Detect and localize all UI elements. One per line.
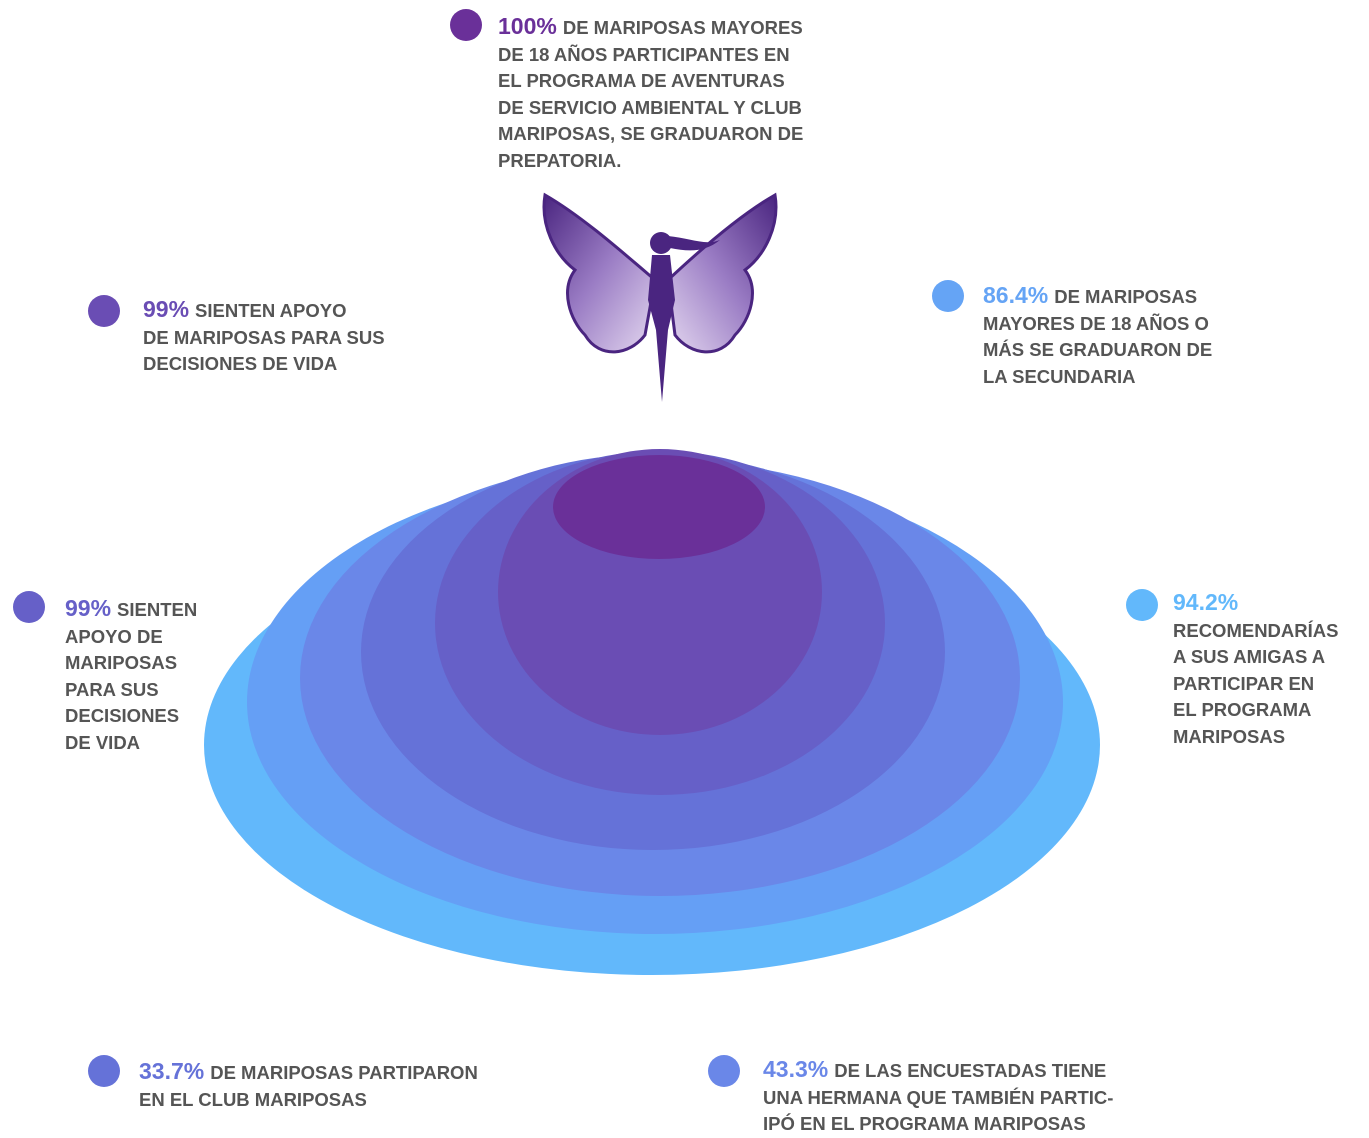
stat-line: 99% SIENTEN APOYO — [143, 296, 385, 325]
stat-line: DE 18 AÑOS PARTICIPANTES EN — [498, 42, 803, 69]
stat-text: DE MARIPOSAS PARA SUS — [143, 327, 385, 348]
stat-line: IPÓ EN EL PROGRAMA MARIPOSAS — [763, 1111, 1113, 1138]
stat-line: PREPATORIA. — [498, 148, 803, 175]
stat-line: MÁS SE GRADUARON DE — [983, 337, 1212, 364]
stat-text: RECOMENDARÍAS — [1173, 620, 1338, 641]
stat-value: 86.4% — [983, 282, 1048, 308]
stat-text: APOYO DE — [65, 626, 163, 647]
dot — [450, 9, 482, 41]
stat-line: DE VIDA — [65, 730, 197, 757]
stat-text: DECISIONES — [65, 705, 179, 726]
stat-text: LA SECUNDARIA — [983, 366, 1135, 387]
stat-line: LA SECUNDARIA — [983, 364, 1212, 391]
stat-line: EN EL CLUB MARIPOSAS — [139, 1087, 478, 1114]
stat-line: MARIPOSAS — [1173, 724, 1338, 751]
stat-text: EL PROGRAMA DE AVENTURAS — [498, 70, 785, 91]
stat-line: PARA SUS — [65, 677, 197, 704]
stat-value: 99% — [65, 595, 111, 621]
stat-line: RECOMENDARÍAS — [1173, 618, 1338, 645]
stat-text: IPÓ EN EL PROGRAMA MARIPOSAS — [763, 1113, 1086, 1134]
stat-text: MARIPOSAS, SE GRADUARON DE — [498, 123, 803, 144]
stat-value: 43.3% — [763, 1056, 828, 1082]
stat-text: EN EL CLUB MARIPOSAS — [139, 1089, 367, 1110]
stat-line: 100% DE MARIPOSAS MAYORES — [498, 13, 803, 42]
stat: 100% DE MARIPOSAS MAYORES DE 18 AÑOS PARTI… — [498, 13, 803, 174]
stat: 99% SIENTEN APOYO DE MARIPOSAS PARA SUS DEC… — [143, 296, 385, 378]
stat-text: MARIPOSAS — [1173, 726, 1285, 747]
stat-line: 94.2% — [1173, 589, 1338, 618]
stat-text: SIENTEN APOYO — [195, 300, 346, 321]
stat-text: PARA SUS — [65, 679, 159, 700]
stat-line: A SUS AMIGAS A — [1173, 644, 1338, 671]
stat-text: A SUS AMIGAS A — [1173, 646, 1325, 667]
stat-value: 33.7% — [139, 1058, 204, 1084]
stat: 43.3% DE LAS ENCUESTADAS TIENE UNA HERMANA… — [763, 1056, 1113, 1138]
dot — [88, 295, 120, 327]
stat-line: UNA HERMANA QUE TAMBIÉN PARTIC- — [763, 1085, 1113, 1112]
stat-line: 33.7% DE MARIPOSAS PARTIPARON — [139, 1058, 478, 1087]
stat-text: MARIPOSAS — [65, 652, 177, 673]
stat: 99% SIENTEN APOYO DE MARIPOSAS PARA SUS DECIS… — [65, 595, 197, 756]
stat-text: DECISIONES DE VIDA — [143, 353, 337, 374]
stat-text: DE MARIPOSAS PARTIPARON — [210, 1062, 478, 1083]
stat-line: DE SERVICIO AMBIENTAL Y CLUB — [498, 95, 803, 122]
stat: 94.2% RECOMENDARÍAS A SUS AMIGAS A PARTICIP… — [1173, 589, 1338, 750]
dot — [1126, 589, 1158, 621]
page: {"items": [ {"value": "100%", "lines": [… — [0, 0, 1369, 1133]
rings — [204, 449, 1100, 975]
stat-text: UNA HERMANA QUE TAMBIÉN PARTIC- — [763, 1087, 1113, 1108]
stat-value: 99% — [143, 296, 189, 322]
stat-line: 43.3% DE LAS ENCUESTADAS TIENE — [763, 1056, 1113, 1085]
stat-line: EL PROGRAMA DE AVENTURAS — [498, 68, 803, 95]
stat: 86.4% DE MARIPOSAS MAYORES DE 18 AÑOS O MÁS… — [983, 282, 1212, 390]
stat-text: PREPATORIA. — [498, 150, 621, 171]
stat-line: EL PROGRAMA — [1173, 697, 1338, 724]
stat-line: DE MARIPOSAS PARA SUS — [143, 325, 385, 352]
stat-text: DE LAS ENCUESTADAS TIENE — [834, 1060, 1106, 1081]
stat-value: 100% — [498, 13, 557, 39]
stat-line: MARIPOSAS, SE GRADUARON DE — [498, 121, 803, 148]
stat-text: DE MARIPOSAS — [1054, 286, 1197, 307]
stat-text: DE MARIPOSAS MAYORES — [563, 17, 803, 38]
stat-value: 94.2% — [1173, 589, 1238, 615]
stat: 33.7% DE MARIPOSAS PARTIPARON EN EL CLUB M… — [139, 1058, 478, 1113]
stat-text: MÁS SE GRADUARON DE — [983, 339, 1212, 360]
stat-line: 99% SIENTEN — [65, 595, 197, 624]
stat-text: EL PROGRAMA — [1173, 699, 1311, 720]
stat-line: MAYORES DE 18 AÑOS O — [983, 311, 1212, 338]
dot — [932, 280, 964, 312]
stat-line: APOYO DE — [65, 624, 197, 651]
stat-text: MAYORES DE 18 AÑOS O — [983, 313, 1209, 334]
butterfly — [544, 195, 776, 402]
stat-text: DE SERVICIO AMBIENTAL Y CLUB — [498, 97, 802, 118]
stat-line: MARIPOSAS — [65, 650, 197, 677]
stat-line: DECISIONES DE VIDA — [143, 351, 385, 378]
dot — [708, 1055, 740, 1087]
stat-text: PARTICIPAR EN — [1173, 673, 1314, 694]
stat-line: 86.4% DE MARIPOSAS — [983, 282, 1212, 311]
dot — [88, 1055, 120, 1087]
stat-text: DE 18 AÑOS PARTICIPANTES EN — [498, 44, 790, 65]
stat-text: DE VIDA — [65, 732, 140, 753]
stat-line: PARTICIPAR EN — [1173, 671, 1338, 698]
dot — [13, 591, 45, 623]
stat-text: SIENTEN — [117, 599, 197, 620]
stat-line: DECISIONES — [65, 703, 197, 730]
